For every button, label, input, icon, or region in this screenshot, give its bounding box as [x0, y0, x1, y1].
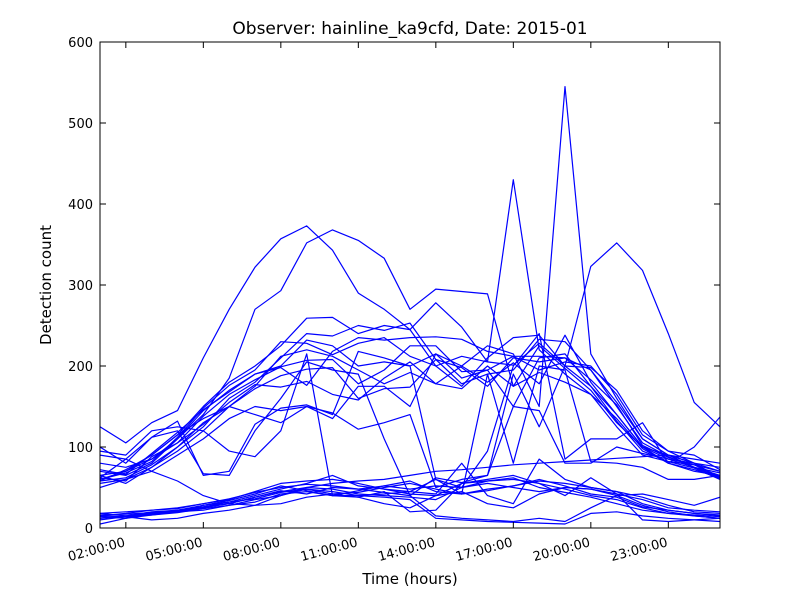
series-line-10 [100, 336, 720, 478]
series-line-14 [100, 333, 720, 489]
y-tick-label-100: 100 [68, 441, 93, 456]
y-tick-label-600: 600 [68, 36, 93, 51]
plot-area-frame [99, 41, 721, 529]
series-line-7 [100, 242, 720, 480]
y-tick-label-0: 0 [85, 522, 93, 537]
series-line-17 [100, 454, 720, 506]
series-line-27 [100, 486, 720, 523]
y-tick-label-300: 300 [68, 279, 93, 294]
x-axis-label: Time (hours) [361, 570, 457, 588]
y-axis-label: Detection count [37, 225, 55, 345]
series-line-26 [100, 478, 720, 516]
series-line-12 [100, 353, 720, 489]
series-line-24 [100, 477, 720, 519]
chart-title: Observer: hainline_ka9cfd, Date: 2015-01 [232, 19, 587, 39]
plot-lines [100, 85, 720, 525]
y-tick-label-400: 400 [68, 198, 93, 213]
series-line-11 [100, 361, 720, 479]
series-line-2 [100, 229, 720, 476]
y-tick-label-200: 200 [68, 360, 93, 375]
series-line-4 [100, 322, 720, 484]
series-line-21 [100, 488, 720, 525]
series-line-3 [100, 179, 720, 480]
y-axis-ticks: 0 100 200 300 400 500 600 [68, 36, 720, 537]
series-line-13 [100, 365, 720, 489]
y-tick-label-500: 500 [68, 117, 93, 132]
series-line-6 [100, 85, 720, 482]
series-line-25 [100, 486, 720, 525]
series-line-8 [100, 345, 720, 482]
